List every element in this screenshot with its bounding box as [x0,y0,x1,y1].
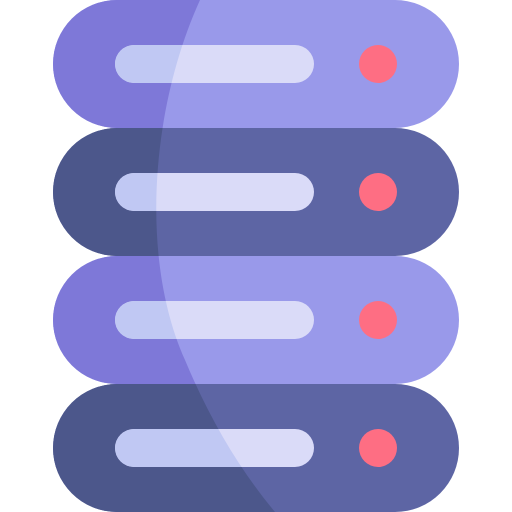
server-unit-2-status-led-icon [359,173,397,211]
server-unit-1-status-led-icon [359,45,397,83]
server-unit-4-status-led-icon [359,429,397,467]
server-unit-1 [53,0,459,128]
server-unit-2-drive-slot [115,173,314,211]
server-unit-3-status-led-icon [359,301,397,339]
server-unit-2 [53,128,459,256]
server-unit-4 [53,384,459,512]
server-unit-3 [53,256,459,384]
